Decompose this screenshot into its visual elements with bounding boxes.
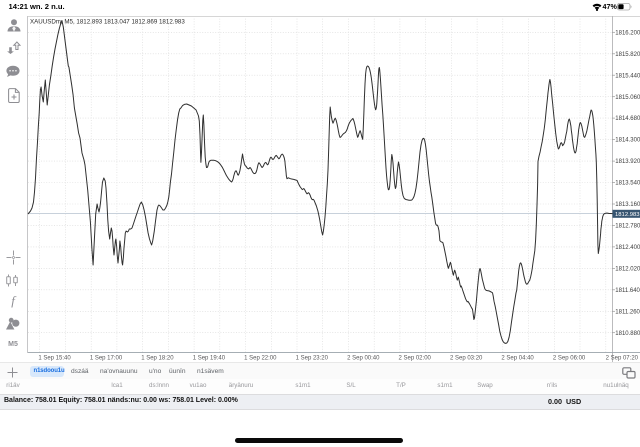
svg-text:1814.680: 1814.680 (615, 116, 640, 122)
svg-text:1814.300: 1814.300 (615, 138, 640, 144)
svg-text:1813.920: 1813.920 (615, 159, 640, 165)
svg-text:1 Sep 17:00: 1 Sep 17:00 (90, 356, 123, 362)
svg-text:2 Sep 00:40: 2 Sep 00:40 (347, 356, 380, 362)
svg-text:1811.640: 1811.640 (615, 288, 640, 294)
svg-text:1812.780: 1812.780 (615, 224, 640, 230)
svg-text:2 Sep 04:40: 2 Sep 04:40 (501, 356, 534, 362)
svg-text:1 Sep 15:40: 1 Sep 15:40 (38, 356, 71, 362)
svg-text:1815.060: 1815.060 (615, 95, 640, 101)
svg-text:2 Sep 07:20: 2 Sep 07:20 (606, 356, 639, 362)
svg-text:2 Sep 03:20: 2 Sep 03:20 (450, 356, 483, 362)
svg-text:XAUUSDm, M5, 1812.893 1813.047: XAUUSDm, M5, 1812.893 1813.047 1812.869 … (30, 19, 185, 26)
svg-text:1812.983: 1812.983 (615, 212, 640, 218)
svg-text:1810.880: 1810.880 (615, 331, 640, 337)
svg-text:1812.400: 1812.400 (615, 245, 640, 251)
svg-text:1813.160: 1813.160 (615, 202, 640, 208)
svg-text:1 Sep 18:20: 1 Sep 18:20 (141, 356, 174, 362)
svg-text:1812.020: 1812.020 (615, 267, 640, 273)
svg-text:2 Sep 06:00: 2 Sep 06:00 (553, 356, 586, 362)
svg-text:1816.200: 1816.200 (615, 30, 640, 36)
svg-text:1811.260: 1811.260 (615, 309, 640, 315)
svg-text:1813.540: 1813.540 (615, 181, 640, 187)
svg-text:1 Sep 23:20: 1 Sep 23:20 (296, 356, 329, 362)
svg-text:2 Sep 02:00: 2 Sep 02:00 (399, 356, 432, 362)
svg-text:1815.820: 1815.820 (615, 52, 640, 58)
svg-text:1 Sep 22:00: 1 Sep 22:00 (244, 356, 277, 362)
svg-text:1 Sep 19:40: 1 Sep 19:40 (193, 356, 226, 362)
svg-text:1815.440: 1815.440 (615, 73, 640, 79)
